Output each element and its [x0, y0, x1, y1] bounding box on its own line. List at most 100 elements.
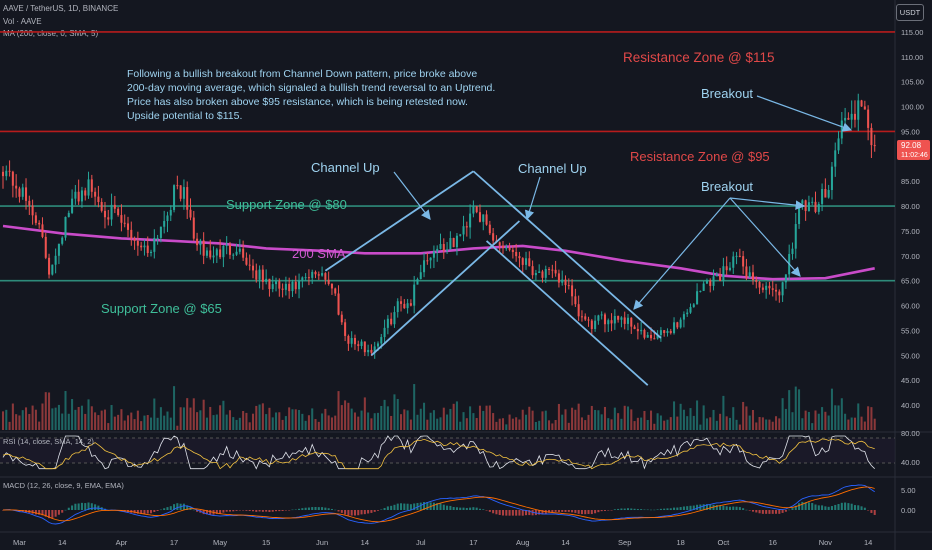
candle-body [804, 200, 807, 211]
candle-body [340, 314, 343, 323]
macd-histogram-bar [709, 504, 712, 510]
volume-bar [597, 410, 600, 430]
candle-body [130, 229, 133, 239]
candle-body [528, 258, 531, 267]
macd-histogram-bar [426, 502, 429, 510]
candle-body [44, 236, 47, 258]
candle-body [742, 256, 745, 267]
description-line: 200-day moving average, which signaled a… [127, 82, 495, 94]
volume-bar [847, 419, 850, 430]
macd-histogram-bar [788, 509, 791, 511]
annotation-breakout-2: Breakout [701, 179, 753, 194]
candle-body [472, 206, 475, 214]
volume-bar [301, 413, 304, 430]
volume-bar [567, 422, 570, 430]
candle-body [107, 217, 110, 220]
macd-histogram-bar [557, 510, 560, 513]
macd-histogram-bar [275, 510, 278, 512]
volume-bar [699, 424, 702, 430]
annotation-description: Following a bullish breakout from Channe… [127, 68, 495, 122]
volume-bar [564, 409, 567, 430]
candle-body [863, 106, 866, 110]
macd-signal-line [2, 486, 875, 523]
volume-bar [169, 417, 172, 430]
volume-bar [242, 410, 245, 430]
candle-body [679, 319, 682, 328]
macd-histogram-bar [324, 507, 327, 510]
macd-histogram-bar [1, 510, 5, 511]
volume-bar [518, 419, 521, 430]
candle-body [386, 318, 389, 328]
candle-body [126, 223, 130, 230]
macd-histogram-bar [715, 505, 718, 510]
volume-bar [100, 410, 103, 430]
candle-body [778, 291, 781, 296]
volume-bar [103, 409, 106, 430]
macd-histogram-bar [613, 509, 616, 510]
volume-bar [666, 419, 669, 430]
volume-bar [590, 405, 593, 430]
candle-body [54, 255, 57, 265]
candle-body [396, 301, 399, 313]
volume-bar [574, 409, 577, 430]
volume-bar [238, 417, 241, 430]
volume-bar [57, 404, 60, 430]
candle-body [505, 247, 508, 249]
macd-histogram-bar [232, 510, 235, 512]
volume-bar [462, 412, 465, 430]
macd-histogram-bar [143, 510, 146, 514]
macd-histogram-bar [768, 510, 771, 514]
volume-bar [837, 405, 840, 430]
candle-body [324, 273, 327, 280]
macd-histogram-bar [156, 510, 159, 512]
volume-bar [281, 419, 284, 430]
channel-line [485, 240, 649, 386]
macd-histogram-bar [814, 504, 817, 510]
macd-histogram-bar [748, 510, 751, 511]
volume-bar [459, 421, 462, 430]
volume-bar [817, 413, 820, 430]
volume-bar [801, 418, 804, 430]
candle-body [603, 314, 606, 325]
candle-body [580, 316, 583, 318]
candle-body [166, 215, 169, 221]
price-tick-label: 55.00 [901, 326, 920, 335]
volume-bar [501, 418, 505, 430]
macd-histogram-bar [830, 506, 833, 510]
volume-bar [28, 413, 31, 430]
time-tick-label: 14 [361, 538, 369, 547]
macd-histogram-bar [327, 508, 330, 510]
volume-bar [51, 408, 54, 430]
volume-bar [84, 413, 87, 430]
candle-body [255, 270, 258, 280]
volume-bar [1, 411, 5, 430]
macd-histogram-bar [268, 510, 271, 512]
macd-histogram-bar [488, 510, 491, 512]
candle-body [475, 206, 478, 213]
volume-bar [367, 412, 370, 430]
volume-bar [600, 414, 603, 430]
volume-bar [347, 402, 350, 430]
volume-bar [646, 420, 649, 430]
volume-bar [67, 413, 70, 430]
annotation-arrow [524, 176, 541, 221]
macd-histogram-bar [251, 510, 255, 512]
macd-histogram-bar [505, 510, 508, 516]
candle-body [755, 279, 758, 282]
volume-bar [508, 414, 511, 430]
description-line: Upside potential to $115. [127, 110, 242, 122]
volume-bar [265, 414, 268, 430]
candle-body [630, 317, 633, 327]
candle-body [301, 277, 304, 281]
macd-histogram-bar [857, 505, 860, 510]
macd-histogram-bar [682, 506, 685, 510]
annotation-arrow [729, 197, 801, 277]
candle-body [317, 274, 320, 276]
volume-bar [794, 386, 797, 430]
volume-bar [90, 406, 93, 430]
currency-button[interactable]: USDT [896, 4, 924, 21]
candle-body [439, 243, 442, 249]
volume-bar [521, 409, 524, 430]
candle-body [77, 191, 80, 202]
